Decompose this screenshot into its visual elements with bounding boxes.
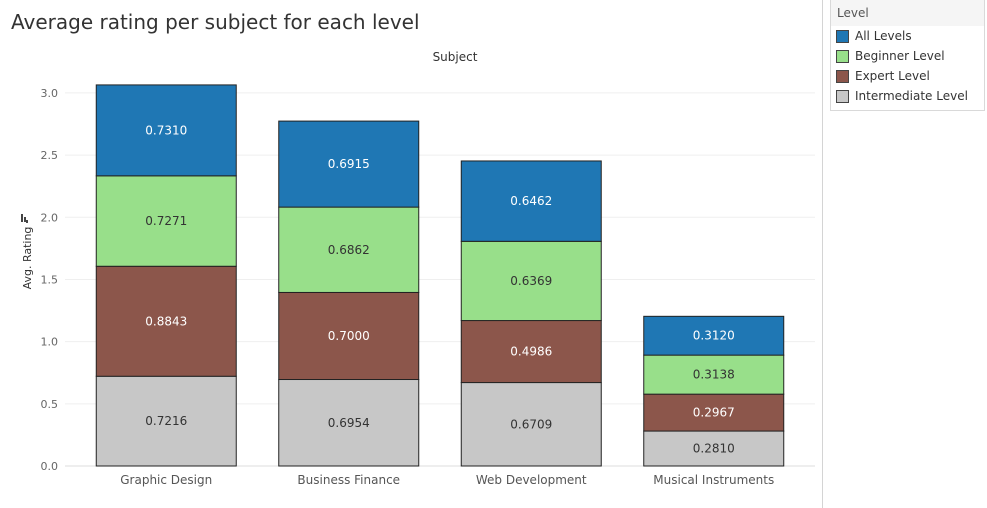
y-tick-label: 2.5 bbox=[41, 149, 59, 162]
legend-item-beginner-level[interactable]: Beginner Level bbox=[831, 46, 984, 66]
chart-title: Average rating per subject for each leve… bbox=[11, 10, 420, 34]
bar-segment bbox=[460, 160, 602, 242]
legend-label: All Levels bbox=[855, 29, 912, 43]
legend-label: Beginner Level bbox=[855, 49, 945, 63]
x-tick-label: Musical Instruments bbox=[653, 473, 774, 487]
bar-segment bbox=[278, 120, 420, 208]
bar-segment bbox=[643, 354, 785, 395]
legend-item-all-levels[interactable]: All Levels bbox=[831, 26, 984, 46]
data-label: 0.6915 bbox=[328, 157, 370, 171]
bar-segment bbox=[95, 175, 237, 267]
data-label: 0.7000 bbox=[328, 329, 370, 343]
data-label: 0.6369 bbox=[510, 274, 552, 288]
y-tick-label: 0.0 bbox=[41, 460, 59, 473]
y-tick-label: 1.0 bbox=[41, 336, 59, 349]
legend-swatch bbox=[836, 29, 849, 43]
y-tick-label: 2.0 bbox=[41, 211, 59, 224]
legend-title: Level bbox=[831, 0, 984, 26]
data-label: 0.6954 bbox=[328, 416, 370, 430]
bar-segment bbox=[460, 382, 602, 467]
legend-label: Expert Level bbox=[855, 69, 930, 83]
panel-divider bbox=[822, 0, 823, 508]
data-label: 0.6862 bbox=[328, 243, 370, 257]
legend-label: Intermediate Level bbox=[855, 89, 968, 103]
y-tick-label: 1.5 bbox=[41, 273, 59, 286]
bar-segment bbox=[95, 375, 237, 467]
data-label: 0.7310 bbox=[145, 123, 187, 137]
data-label: 0.8843 bbox=[145, 314, 187, 328]
data-label: 0.3120 bbox=[693, 329, 735, 343]
bar-segment bbox=[460, 240, 602, 322]
data-label: 0.7216 bbox=[145, 414, 187, 428]
y-axis-label: Avg. Rating bbox=[21, 227, 34, 290]
bar-segment bbox=[460, 320, 602, 384]
data-label: 0.7271 bbox=[145, 214, 187, 228]
column-header: Subject bbox=[433, 50, 478, 64]
sort-icon[interactable] bbox=[21, 214, 28, 223]
x-tick-label: Graphic Design bbox=[120, 473, 212, 487]
legend-item-expert-level[interactable]: Expert Level bbox=[831, 66, 984, 86]
data-label: 0.4986 bbox=[510, 345, 552, 359]
bar-segment bbox=[95, 84, 237, 177]
legend: Level All Levels Beginner Level Expert L… bbox=[830, 0, 985, 111]
data-label: 0.6462 bbox=[510, 194, 552, 208]
bar-segment bbox=[278, 379, 420, 467]
bar-segment bbox=[95, 265, 237, 377]
data-label: 0.2967 bbox=[693, 406, 735, 420]
y-tick-label: 3.0 bbox=[41, 87, 59, 100]
stacked-bar-chart: Subject 0.0 0.5 1.0 1.5 2.0 2.5 3.0 Avg. Rating 0… bbox=[21, 50, 815, 487]
x-tick-label: Business Finance bbox=[297, 473, 400, 487]
data-label: 0.2810 bbox=[693, 442, 735, 456]
y-tick-label: 0.5 bbox=[41, 398, 59, 411]
bar-segment bbox=[643, 315, 785, 356]
legend-swatch bbox=[836, 69, 849, 83]
data-label: 0.6709 bbox=[510, 417, 552, 431]
bar-segment bbox=[643, 430, 785, 467]
legend-item-intermediate-level[interactable]: Intermediate Level bbox=[831, 86, 984, 106]
legend-swatch bbox=[836, 49, 849, 63]
bar-segment bbox=[278, 206, 420, 293]
legend-swatch bbox=[836, 89, 849, 103]
x-tick-label: Web Development bbox=[476, 473, 587, 487]
data-label: 0.3138 bbox=[693, 368, 735, 382]
